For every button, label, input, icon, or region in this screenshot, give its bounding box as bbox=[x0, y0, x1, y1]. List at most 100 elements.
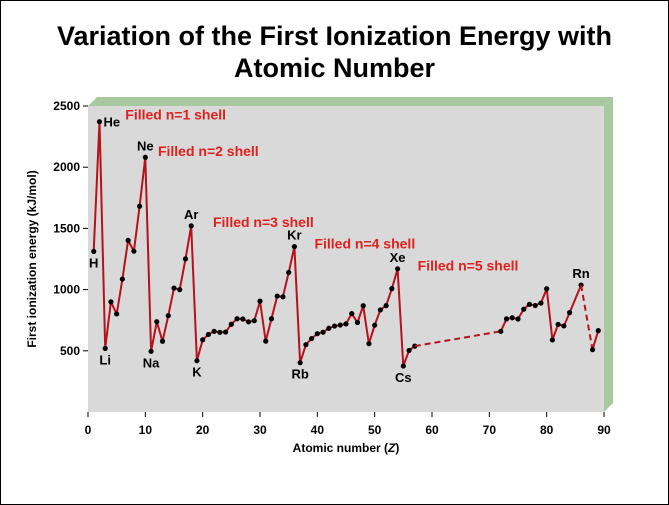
data-point bbox=[297, 360, 303, 366]
data-point bbox=[526, 301, 533, 307]
data-point bbox=[251, 318, 257, 324]
data-point bbox=[165, 313, 171, 319]
shell-annotation: Filled n=3 shell bbox=[213, 214, 314, 230]
data-point bbox=[96, 119, 103, 125]
data-point bbox=[589, 347, 596, 353]
element-label: H bbox=[89, 255, 98, 270]
data-point bbox=[561, 323, 567, 329]
series-line bbox=[591, 330, 600, 350]
data-point bbox=[91, 248, 97, 255]
x-tick-label: 60 bbox=[425, 423, 439, 437]
element-label: Kr bbox=[287, 228, 301, 243]
chart-title: Variation of the First Ionization Energy… bbox=[0, 20, 669, 84]
data-point bbox=[211, 328, 217, 334]
panel-face bbox=[88, 106, 604, 412]
panel-top-wall bbox=[88, 97, 613, 106]
data-point bbox=[377, 307, 383, 313]
data-point bbox=[331, 323, 338, 329]
data-point bbox=[343, 321, 349, 327]
data-point bbox=[515, 316, 521, 322]
data-point bbox=[119, 276, 125, 282]
data-point bbox=[177, 287, 183, 293]
panel-right-wall bbox=[604, 97, 613, 412]
shell-annotations: Filled n=1 shell Filled n=2 shell Filled n… bbox=[125, 106, 518, 273]
data-point bbox=[228, 321, 234, 327]
data-point bbox=[102, 345, 108, 351]
data-point bbox=[349, 310, 355, 317]
plot-panel bbox=[88, 97, 613, 412]
data-point bbox=[412, 343, 418, 349]
dashed-series-line bbox=[414, 330, 501, 348]
y-tick-label: 1000 bbox=[53, 283, 80, 297]
data-point bbox=[240, 316, 246, 322]
data-point bbox=[217, 329, 223, 335]
data-point bbox=[360, 303, 366, 309]
shell-annotation: Filled n=5 shell bbox=[418, 258, 519, 274]
x-axis-label: Atomic number (Z) bbox=[293, 441, 400, 455]
data-point bbox=[188, 223, 194, 229]
data-point bbox=[509, 315, 515, 321]
x-tick-label: 70 bbox=[483, 423, 497, 437]
element-label: Li bbox=[99, 352, 111, 367]
element-labels: H He Li Ne Na Ar K Kr Rb Xe Cs Rn bbox=[89, 115, 590, 385]
chart-title-line1: Variation of the First Ionization Energy… bbox=[56, 21, 613, 51]
data-point bbox=[171, 285, 177, 291]
data-point bbox=[320, 329, 326, 335]
x-tick-label: 30 bbox=[253, 423, 267, 437]
data-point bbox=[521, 306, 527, 312]
data-point bbox=[532, 302, 538, 309]
element-label: Na bbox=[143, 355, 160, 370]
data-point bbox=[263, 338, 269, 344]
axes: 0 10 20 30 40 50 60 70 80 90 500 1000 1500 2000 2500 At… bbox=[25, 99, 611, 455]
data-point bbox=[383, 303, 389, 309]
x-tick-label: 90 bbox=[597, 423, 611, 437]
data-point bbox=[303, 342, 309, 348]
data-point bbox=[337, 322, 343, 328]
data-point bbox=[280, 294, 286, 300]
data-point bbox=[182, 256, 189, 262]
x-tick-label: 40 bbox=[311, 423, 325, 437]
shell-annotation: Filled n=2 shell bbox=[158, 143, 259, 159]
y-tick-label: 500 bbox=[60, 344, 80, 358]
data-point bbox=[498, 328, 504, 334]
data-point bbox=[257, 298, 263, 304]
data-point bbox=[108, 299, 114, 305]
element-label: Xe bbox=[390, 250, 406, 265]
data-point bbox=[148, 348, 154, 354]
data-point bbox=[223, 329, 229, 335]
data-point bbox=[200, 337, 206, 343]
y-tick-label: 2000 bbox=[53, 160, 80, 174]
x-tick-label: 80 bbox=[540, 423, 554, 437]
data-point bbox=[544, 286, 550, 292]
data-point bbox=[159, 338, 166, 344]
data-point bbox=[314, 331, 320, 337]
x-tick-label: 10 bbox=[139, 423, 153, 437]
data-point bbox=[326, 325, 332, 331]
data-point bbox=[372, 322, 378, 328]
data-point bbox=[245, 319, 252, 325]
data-point bbox=[595, 328, 601, 334]
data-point bbox=[137, 203, 143, 209]
y-tick-label: 2500 bbox=[53, 99, 80, 113]
data-point bbox=[309, 335, 315, 342]
x-tick-label: 50 bbox=[368, 423, 382, 437]
data-point bbox=[400, 363, 406, 369]
shell-annotation: Filled n=4 shell bbox=[314, 236, 415, 252]
data-point bbox=[538, 300, 544, 306]
data-point bbox=[549, 337, 556, 343]
data-series bbox=[91, 119, 601, 369]
x-tick-label: 20 bbox=[196, 423, 210, 437]
data-point bbox=[131, 248, 137, 254]
data-point bbox=[555, 321, 561, 327]
element-label: Rb bbox=[291, 367, 308, 382]
y-axis-label: First ionization energy (kJ/mol) bbox=[25, 170, 39, 347]
data-point bbox=[274, 293, 280, 299]
chart-title-line2: Atomic Number bbox=[233, 53, 436, 83]
data-point bbox=[503, 316, 510, 322]
dashed-series-line bbox=[580, 284, 594, 350]
data-point bbox=[286, 269, 292, 276]
data-point bbox=[194, 358, 200, 364]
data-point bbox=[142, 154, 148, 160]
data-point bbox=[114, 311, 120, 317]
